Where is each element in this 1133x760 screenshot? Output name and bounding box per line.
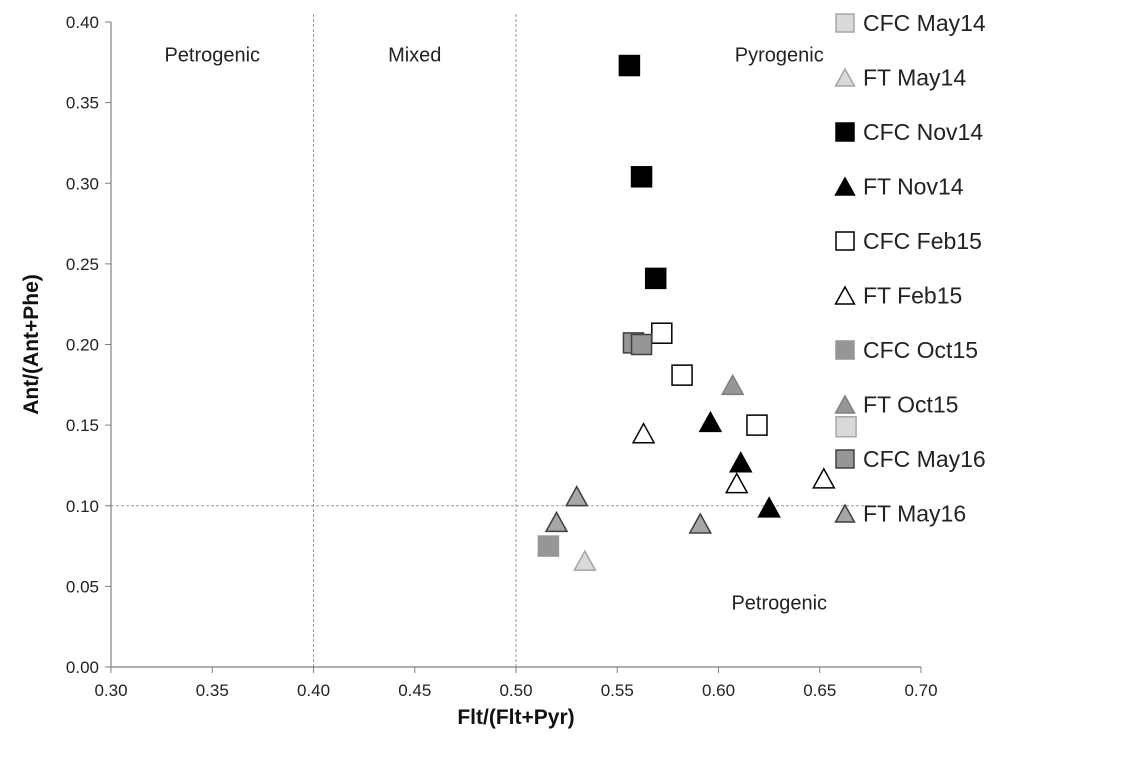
reference-lines bbox=[111, 14, 871, 667]
legend-marker-triangle bbox=[834, 176, 856, 196]
data-point-triangle bbox=[544, 510, 569, 533]
legend-marker-triangle bbox=[834, 503, 856, 523]
data-point-triangle bbox=[757, 496, 781, 518]
data-point-triangle bbox=[729, 451, 753, 473]
x-tick-label: 0.40 bbox=[297, 681, 330, 700]
region-label: Mixed bbox=[388, 44, 441, 66]
x-axis-title: Flt/(Flt+Pyr) bbox=[457, 706, 574, 729]
y-tick-label: 0.25 bbox=[66, 255, 99, 274]
legend-marker-triangle bbox=[834, 285, 856, 305]
legend-label: CFC May14 bbox=[863, 10, 986, 36]
x-tick-label: 0.65 bbox=[803, 681, 836, 700]
data-point-square bbox=[835, 415, 857, 438]
legend-label: FT Oct15 bbox=[863, 392, 958, 418]
legend-marker-square bbox=[835, 340, 855, 360]
data-point-square bbox=[618, 54, 641, 77]
legend-marker-square bbox=[835, 231, 855, 251]
legend-marker-square bbox=[835, 122, 855, 142]
x-tick-label: 0.35 bbox=[196, 681, 229, 700]
y-tick-label: 0.10 bbox=[66, 497, 99, 516]
data-point-square bbox=[630, 333, 653, 356]
data-points bbox=[537, 54, 857, 571]
region-label: Pyrogenic bbox=[735, 44, 824, 66]
legend-label: CFC Nov14 bbox=[863, 119, 983, 145]
legend-label: CFC Oct15 bbox=[863, 337, 978, 363]
data-point-triangle bbox=[812, 467, 836, 489]
data-point-triangle bbox=[720, 373, 745, 396]
region-labels: Petrogenic Mixed Pyrogenic Petrogenic bbox=[164, 44, 827, 614]
legend-marker-square bbox=[835, 449, 855, 469]
legend-label: CFC May16 bbox=[863, 446, 986, 472]
legend-marker-triangle bbox=[834, 394, 856, 414]
data-point-triangle bbox=[698, 410, 723, 433]
x-tick-label: 0.45 bbox=[398, 681, 431, 700]
y-tick-label: 0.00 bbox=[66, 658, 99, 677]
axes: 0.00 0.05 0.10 0.15 0.20 0.25 0.30 0.35 0.40 0.30… bbox=[66, 13, 938, 700]
data-point-square bbox=[651, 322, 673, 344]
data-point-square bbox=[671, 364, 693, 386]
y-tick-label: 0.40 bbox=[66, 13, 99, 32]
legend-label: FT May16 bbox=[863, 501, 966, 527]
legend: CFC May14 FT May14 CFC Nov14 FT Nov14 CFC Fe… bbox=[834, 10, 986, 527]
x-tick-label: 0.60 bbox=[702, 681, 735, 700]
y-tick-label: 0.20 bbox=[66, 336, 99, 355]
y-tick-label: 0.15 bbox=[66, 416, 99, 435]
x-tick-label: 0.70 bbox=[904, 681, 937, 700]
legend-label: FT Feb15 bbox=[863, 283, 962, 309]
y-tick-label: 0.30 bbox=[66, 174, 99, 193]
region-label: Petrogenic bbox=[164, 44, 260, 66]
legend-label: FT May14 bbox=[863, 65, 966, 91]
x-tick-label: 0.55 bbox=[601, 681, 634, 700]
data-point-triangle bbox=[573, 549, 597, 571]
y-axis-title: Ant/(Ant+Phe) bbox=[20, 274, 43, 415]
data-point-triangle bbox=[631, 422, 656, 444]
x-tick-label: 0.30 bbox=[94, 681, 127, 700]
legend-label: CFC Feb15 bbox=[863, 228, 982, 254]
legend-marker-square bbox=[835, 13, 855, 33]
region-label: Petrogenic bbox=[731, 593, 827, 615]
data-point-square bbox=[630, 166, 653, 188]
x-tick-label: 0.50 bbox=[499, 681, 532, 700]
data-point-triangle bbox=[724, 472, 749, 494]
data-point-triangle bbox=[688, 512, 713, 534]
data-point-square bbox=[537, 535, 560, 557]
y-tick-label: 0.05 bbox=[66, 577, 99, 596]
legend-label: FT Nov14 bbox=[863, 174, 964, 200]
data-point-square bbox=[746, 414, 768, 436]
data-point-square bbox=[644, 267, 667, 290]
y-tick-label: 0.35 bbox=[66, 94, 99, 113]
legend-marker-triangle bbox=[834, 67, 856, 87]
data-point-triangle bbox=[564, 485, 589, 507]
